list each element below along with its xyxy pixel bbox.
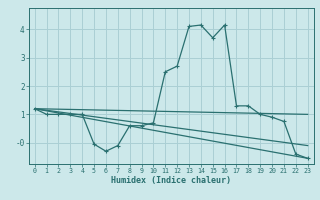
X-axis label: Humidex (Indice chaleur): Humidex (Indice chaleur) (111, 176, 231, 185)
